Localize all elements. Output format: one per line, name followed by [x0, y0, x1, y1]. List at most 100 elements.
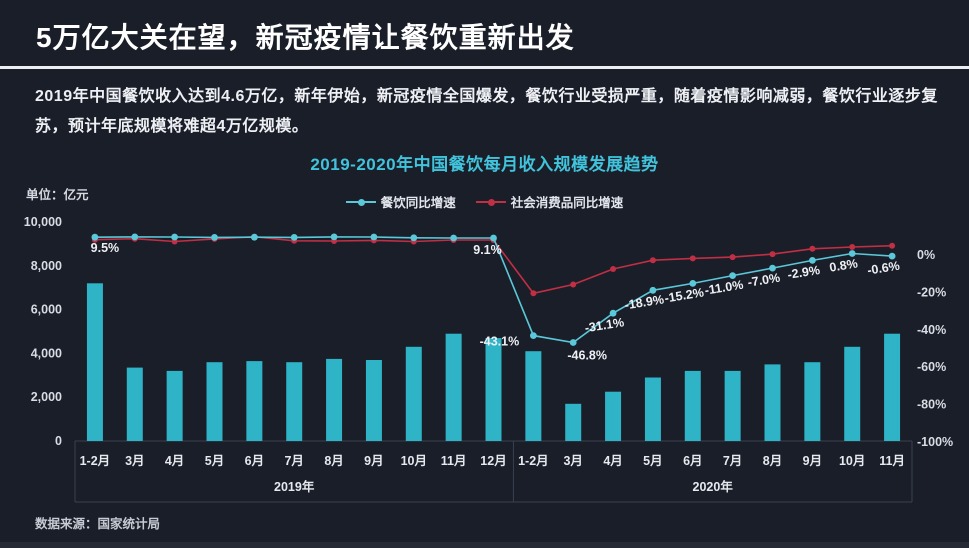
legend-item-restaurant-growth: 餐饮同比增速 [345, 192, 456, 211]
right-axis-tick: -80% [917, 398, 946, 412]
left-axis-tick: 4,000 [31, 346, 62, 360]
x-axis-label: 1-2月 [518, 454, 549, 468]
revenue-bar [844, 346, 861, 441]
point-label: 0.8% [828, 256, 858, 274]
revenue-bar [326, 358, 343, 441]
x-axis-label: 5月 [205, 454, 224, 468]
data-point [570, 281, 577, 288]
data-point [649, 286, 657, 294]
point-label: -15.2% [664, 285, 705, 305]
data-point [530, 332, 537, 339]
left-axis-tick: 0 [55, 434, 62, 448]
intro-paragraph: 2019年中国餐饮收入达到4.6万亿，新年伊始，新冠疫情全国爆发，餐饮行业受损严… [35, 88, 938, 135]
title-divider [0, 66, 969, 69]
legend-item-consumer-goods-growth: 社会消费品同比增速 [475, 192, 624, 211]
revenue-bar [804, 362, 821, 441]
data-point [609, 309, 617, 317]
point-label: 9.1% [473, 243, 502, 257]
x-axis-label: 11月 [441, 454, 467, 468]
data-point [848, 250, 856, 257]
data-point [290, 234, 298, 241]
x-axis-label: 5月 [643, 454, 662, 468]
data-point [211, 234, 218, 241]
data-point [330, 233, 338, 241]
year-group-label: 2019年 [274, 479, 315, 494]
left-axis-tick: 2,000 [31, 390, 62, 404]
data-point [809, 257, 816, 264]
point-label: 9.5% [91, 241, 120, 255]
x-axis-label: 3月 [125, 454, 144, 468]
x-axis-label: 7月 [723, 454, 742, 468]
x-axis-label: 4月 [603, 454, 622, 468]
data-point [769, 251, 776, 258]
x-axis-label: 6月 [245, 454, 264, 468]
revenue-bar [644, 377, 661, 441]
revenue-bar [525, 351, 542, 441]
revenue-bar [286, 362, 303, 441]
data-point [729, 254, 736, 261]
x-axis-label: 12月 [480, 454, 506, 468]
bottom-edge-strip [0, 542, 969, 548]
data-point [171, 233, 179, 241]
data-point [569, 339, 577, 346]
right-axis-tick: -40% [917, 323, 946, 337]
data-point [610, 266, 617, 272]
data-point [689, 280, 697, 287]
data-point [91, 233, 99, 241]
point-label: -18.9% [624, 292, 665, 312]
revenue-bar [485, 338, 502, 441]
data-point [689, 255, 696, 262]
point-label: -31.1% [584, 315, 625, 335]
revenue-bar [684, 370, 701, 441]
x-axis-label: 8月 [763, 454, 782, 468]
data-point [729, 272, 736, 279]
data-point [450, 234, 457, 242]
right-axis-tick: 0% [917, 248, 935, 262]
right-axis-tick: -100% [917, 435, 953, 449]
data-point [530, 290, 537, 297]
data-point [888, 252, 896, 260]
revenue-bar [445, 333, 462, 441]
revenue-bar [724, 370, 741, 441]
x-axis-label: 9月 [803, 454, 822, 468]
legend-label: 餐饮同比增速 [380, 196, 456, 210]
x-axis-label: 10月 [401, 454, 427, 468]
data-point [849, 244, 856, 250]
revenue-bar [764, 364, 781, 441]
page-title: 5万亿大关在望，新冠疫情让餐饮重新出发 [36, 22, 575, 53]
x-axis-label: 10月 [839, 454, 865, 468]
data-point [251, 233, 258, 241]
point-label: -0.6% [866, 259, 900, 278]
revenue-bar [605, 391, 622, 441]
revenue-bar [405, 346, 422, 441]
point-label: -11.0% [704, 278, 745, 298]
x-axis-label: 1-2月 [80, 454, 111, 468]
x-axis-label: 11月 [879, 454, 905, 468]
year-group-label: 2020年 [693, 479, 734, 494]
right-axis-tick: -60% [917, 360, 946, 374]
point-label: -46.8% [567, 349, 607, 363]
legend-label: 社会消费品同比增速 [510, 196, 624, 210]
data-point [370, 233, 378, 241]
revenue-bar [884, 333, 901, 441]
line-marker-icon [345, 198, 376, 206]
data-point [769, 264, 776, 272]
axis-unit-label: 单位：亿元 [26, 188, 89, 202]
x-axis-label: 7月 [284, 454, 303, 468]
left-axis-tick: 8,000 [31, 259, 62, 273]
point-label: -2.9% [787, 263, 821, 282]
chart-legend: 餐饮同比增速 社会消费品同比增速 [0, 192, 969, 211]
data-point [809, 245, 816, 252]
chart-title: 2019-2020年中国餐饮每月收入规模发展趋势 [310, 155, 659, 174]
point-label: -43.1% [480, 335, 520, 349]
data-point [410, 234, 418, 242]
revenue-bar [246, 361, 263, 441]
data-point [649, 257, 656, 264]
x-axis-label: 6月 [683, 454, 702, 468]
left-axis-tick: 10,000 [24, 215, 62, 229]
data-point [131, 233, 139, 241]
x-axis-label: 3月 [563, 454, 582, 468]
point-label: -7.0% [747, 271, 781, 290]
